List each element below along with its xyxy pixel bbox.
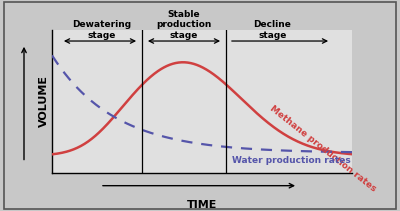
Text: Water production rates: Water production rates [232,156,351,165]
Text: Dewatering
stage: Dewatering stage [72,20,131,40]
Text: Methane production rates: Methane production rates [268,104,378,194]
Text: Decline
stage: Decline stage [254,20,292,40]
Text: TIME: TIME [187,200,217,210]
Y-axis label: VOLUME: VOLUME [39,75,49,127]
Text: Stable
production
stage: Stable production stage [156,10,212,40]
